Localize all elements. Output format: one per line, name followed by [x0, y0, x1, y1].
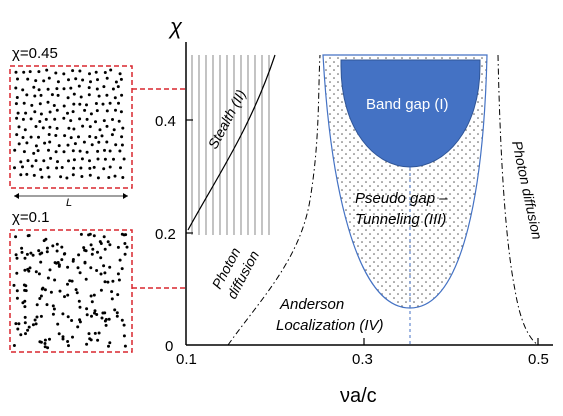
anderson-label-line2: Localization (IV) — [276, 317, 384, 334]
y-tick-label: 0 — [165, 338, 173, 355]
y-tick-label: 0.4 — [155, 113, 176, 130]
inset-top-label: χ=0.45 — [12, 45, 58, 62]
stealth-boundary-curve — [187, 54, 276, 231]
band-gap-region — [340, 59, 481, 168]
x-tick-label: 0.3 — [352, 351, 373, 368]
anderson-left-boundary — [227, 54, 321, 346]
length-label: L — [66, 197, 72, 209]
anderson-right-boundary — [497, 54, 539, 346]
x-tick-label: 0.1 — [176, 351, 197, 368]
y-axis-symbol: χ — [168, 14, 183, 39]
x-tick-label: 0.5 — [528, 351, 549, 368]
photon-diffusion-right-label: Photon diffusion — [509, 139, 546, 241]
inset-top-points — [13, 68, 126, 180]
pseudo-gap-label-line1: Pseudo gap – — [355, 190, 448, 207]
inset-bottom-label: χ=0.1 — [12, 209, 50, 226]
inset-bottom-box — [9, 229, 133, 353]
stealth-region-hatching — [188, 55, 275, 235]
band-gap-label: Band gap (I) — [366, 96, 449, 113]
x-axis-label: νa/c — [340, 385, 377, 407]
inset-top-box — [9, 65, 133, 189]
anderson-label-line1: Anderson — [279, 296, 344, 313]
y-tick-label: 0.2 — [155, 226, 176, 243]
pseudo-gap-label-line2: Tunneling (III) — [355, 211, 446, 228]
inset-bottom-points — [12, 232, 129, 350]
